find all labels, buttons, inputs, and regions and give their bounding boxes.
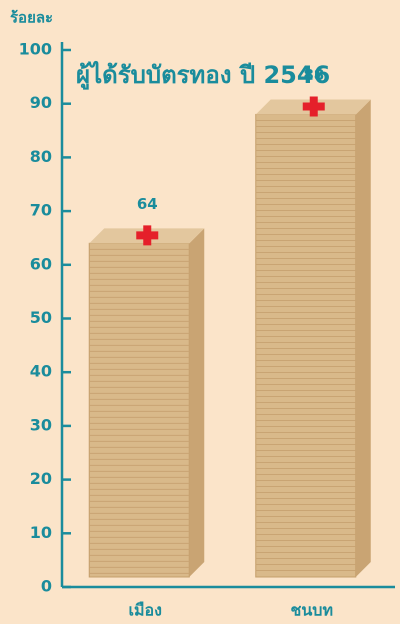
y-tick-label: 0 <box>41 577 52 596</box>
bar <box>88 242 190 578</box>
value-label: 64 <box>137 195 158 213</box>
red-cross <box>136 225 159 246</box>
y-tick-label: 30 <box>30 415 52 434</box>
y-tick-label: 100 <box>19 40 52 59</box>
y-tick-label: 50 <box>30 308 52 327</box>
y-axis-label: ร้อยละ <box>10 9 53 27</box>
chart-title: ผู้ได้รับบัตรทอง ปี 2546 <box>76 60 330 90</box>
y-tick-label: 70 <box>30 201 52 220</box>
y-tick-label: 10 <box>30 523 52 542</box>
red-cross <box>302 96 325 117</box>
bar <box>255 113 357 578</box>
bar-side <box>189 228 205 577</box>
x-tick-label: ชนบท <box>291 601 334 620</box>
y-tick-label: 80 <box>30 147 52 166</box>
bar-side <box>355 99 371 577</box>
y-tick-label: 40 <box>30 362 52 381</box>
x-tick-label: เมือง <box>129 601 162 620</box>
value-label: 88 <box>303 66 324 84</box>
y-tick-label: 20 <box>30 469 52 488</box>
y-tick-label: 60 <box>30 254 52 273</box>
y-tick-label: 90 <box>30 93 52 112</box>
